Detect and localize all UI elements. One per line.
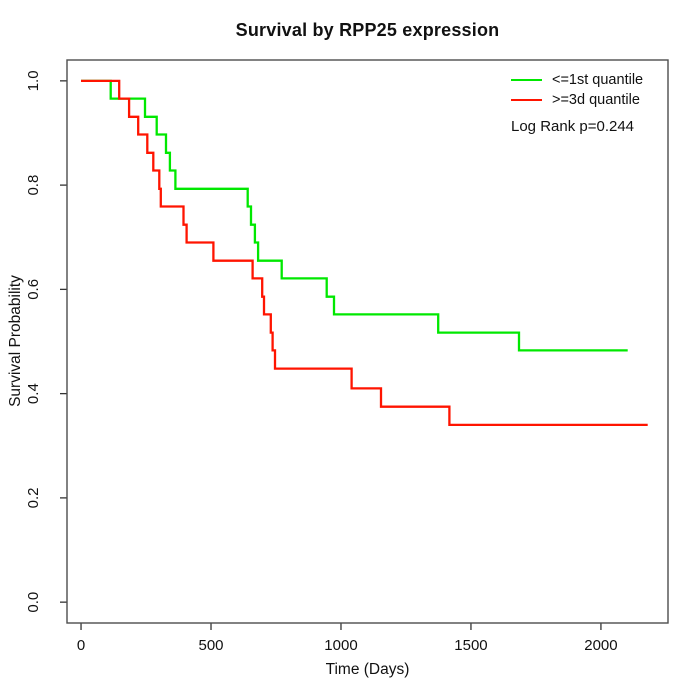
legend: <=1st quantile >=3d quantile Log Rank p=…: [511, 70, 643, 135]
x-tick-label: 0: [77, 637, 85, 654]
legend-label-first-quantile: <=1st quantile: [552, 72, 644, 88]
y-tick-label: 0.0: [25, 592, 42, 613]
y-tick-label: 0.4: [25, 383, 42, 404]
legend-item-first-quantile: <=1st quantile: [511, 70, 643, 90]
y-tick-label: 0.2: [25, 487, 42, 508]
x-axis-label: Time (Days): [325, 661, 410, 678]
x-tick-label: 1000: [324, 637, 357, 654]
legend-line-green-icon: [511, 78, 542, 82]
x-tick-label: 500: [198, 637, 223, 654]
legend-line-red-icon: [511, 98, 542, 102]
legend-item-third-quantile: >=3d quantile: [511, 90, 643, 110]
km-curve-third-quantile: [81, 79, 648, 427]
y-axis-label: Survival Probability: [7, 275, 24, 407]
y-tick-label: 0.6: [25, 279, 42, 300]
x-tick-label: 1500: [454, 637, 487, 654]
legend-label-third-quantile: >=3d quantile: [552, 92, 640, 108]
log-rank-annotation: Log Rank p=0.244: [511, 118, 635, 135]
x-tick-label: 2000: [584, 637, 617, 654]
chart-title: Survival by RPP25 expression: [235, 20, 500, 40]
y-tick-label: 0.8: [25, 175, 42, 196]
y-tick-label: 1.0: [25, 70, 42, 91]
plot-frame: [66, 59, 669, 624]
km-curve-first-quantile: [81, 79, 628, 352]
